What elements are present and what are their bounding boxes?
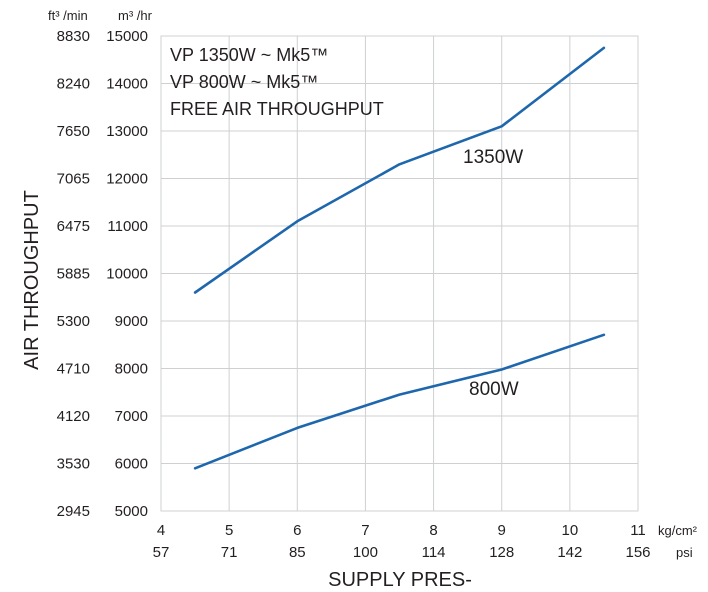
y-unit-primary: m³ /hr xyxy=(118,8,153,23)
x-unit-primary: kg/cm² xyxy=(658,523,698,538)
x-tick-psi-3: 100 xyxy=(353,544,378,561)
x-tick-psi-4: 114 xyxy=(422,544,446,561)
series-lines xyxy=(193,46,606,470)
y-unit-secondary: ft³ /min xyxy=(48,8,88,23)
x-tick-kgcm2-7: 11 xyxy=(630,522,646,539)
x-tick-psi-5: 128 xyxy=(489,544,514,561)
y-tick-ft3min-9: 8240 xyxy=(57,76,90,93)
series-label-800w: 800W xyxy=(469,379,519,400)
x-tick-kgcm2-1: 5 xyxy=(225,522,233,539)
series-line-800w xyxy=(193,333,606,470)
y-tick-ft3min-8: 7650 xyxy=(57,123,90,140)
y-tick-m3hr-4: 9000 xyxy=(115,313,148,330)
y-tick-ft3min-0: 2945 xyxy=(57,503,90,520)
x-tick-kgcm2-6: 10 xyxy=(562,522,579,539)
y-tick-m3hr-6: 11000 xyxy=(107,218,148,235)
x-tick-kgcm2-2: 6 xyxy=(293,522,301,539)
y-tick-ft3min-7: 7065 xyxy=(57,171,90,188)
info-line-3: FREE AIR THROUGHPUT xyxy=(170,99,384,119)
y-tick-m3hr-0: 5000 xyxy=(115,503,148,520)
x-tick-psi-1: 71 xyxy=(221,544,238,561)
x-axis-title: SUPPLY PRES- xyxy=(328,569,472,591)
x-tick-kgcm2-3: 7 xyxy=(361,522,369,539)
info-line-1: VP 1350W ~ Mk5™ xyxy=(170,45,328,65)
y-tick-m3hr-10: 15000 xyxy=(106,28,148,45)
y-axis-title: AIR THROUGHPUT xyxy=(21,190,43,370)
y-tick-m3hr-8: 13000 xyxy=(106,123,148,140)
x-tick-kgcm2-0: 4 xyxy=(157,522,165,539)
series-label-1350w: 1350W xyxy=(463,147,523,168)
x-tick-psi-2: 85 xyxy=(289,544,306,561)
y-tick-ft3min-6: 6475 xyxy=(57,218,90,235)
plot-frame xyxy=(160,35,639,512)
x-tick-labels: 4 57 5 71 6 85 7 100 8 114 9 128 10 142 11 156 xyxy=(153,522,651,561)
y-tick-m3hr-9: 14000 xyxy=(106,76,148,93)
series-line-1350w xyxy=(193,46,606,294)
y-tick-ft3min-5: 5885 xyxy=(57,266,90,283)
y-tick-m3hr-5: 10000 xyxy=(106,266,148,283)
y-tick-ft3min-10: 8830 xyxy=(57,28,90,45)
x-tick-psi-7: 156 xyxy=(625,544,650,561)
grid xyxy=(161,36,638,511)
x-tick-psi-6: 142 xyxy=(557,544,582,561)
y-tick-m3hr-7: 12000 xyxy=(106,171,148,188)
y-tick-m3hr-1: 6000 xyxy=(115,456,148,473)
y-tick-labels: 5000 2945 6000 3530 7000 4120 8000 4710 9000 5300… xyxy=(57,28,148,520)
y-tick-ft3min-3: 4710 xyxy=(57,361,90,378)
x-tick-kgcm2-5: 9 xyxy=(498,522,506,539)
info-line-2: VP 800W ~ Mk5™ xyxy=(170,72,318,92)
x-tick-psi-0: 57 xyxy=(153,544,170,561)
x-unit-secondary: psi xyxy=(676,545,693,560)
x-tick-kgcm2-4: 8 xyxy=(429,522,437,539)
y-tick-ft3min-1: 3530 xyxy=(57,456,90,473)
y-tick-ft3min-2: 4120 xyxy=(57,408,90,425)
y-tick-m3hr-3: 8000 xyxy=(115,361,148,378)
y-tick-ft3min-4: 5300 xyxy=(57,313,90,330)
y-tick-m3hr-2: 7000 xyxy=(115,408,148,425)
